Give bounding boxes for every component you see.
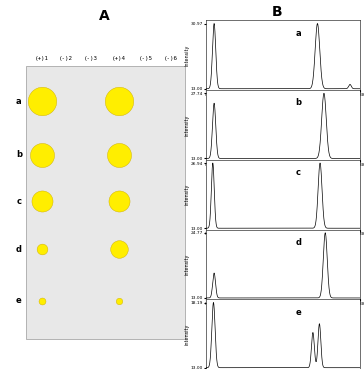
X-axis label: inches: inches [275,242,291,247]
Text: b: b [296,99,301,107]
Point [116,198,122,204]
Text: (-)3: (-)3 [84,56,98,61]
Text: (+)4: (+)4 [112,56,126,61]
X-axis label: inches: inches [275,103,291,108]
Text: (+)1: (+)1 [35,56,49,61]
Text: b: b [16,151,22,159]
Point [39,198,44,204]
Point [39,152,44,158]
Bar [27,66,186,339]
X-axis label: inches: inches [275,312,291,317]
Text: d: d [16,245,22,254]
Y-axis label: intensity: intensity [184,184,189,205]
Text: e: e [296,308,301,317]
Text: e: e [16,296,22,305]
Text: B: B [271,5,282,19]
Point [116,298,122,304]
Text: A: A [99,9,110,23]
X-axis label: inches: inches [275,172,291,177]
Point [116,246,122,252]
Text: a: a [296,29,301,38]
Point [39,246,44,252]
Y-axis label: intensity: intensity [184,45,189,66]
Y-axis label: intensity: intensity [184,324,189,345]
Point [39,298,44,304]
Y-axis label: intensity: intensity [184,114,189,135]
Point [116,152,122,158]
Text: c: c [296,168,301,177]
Y-axis label: intensity: intensity [184,254,189,275]
Text: c: c [16,197,21,206]
Text: d: d [296,238,301,247]
Text: (-)5: (-)5 [139,56,153,61]
Text: (-)6: (-)6 [163,56,177,61]
Point [116,99,122,104]
Point [39,99,44,104]
Text: (-)2: (-)2 [59,56,73,61]
Text: a: a [16,97,22,106]
